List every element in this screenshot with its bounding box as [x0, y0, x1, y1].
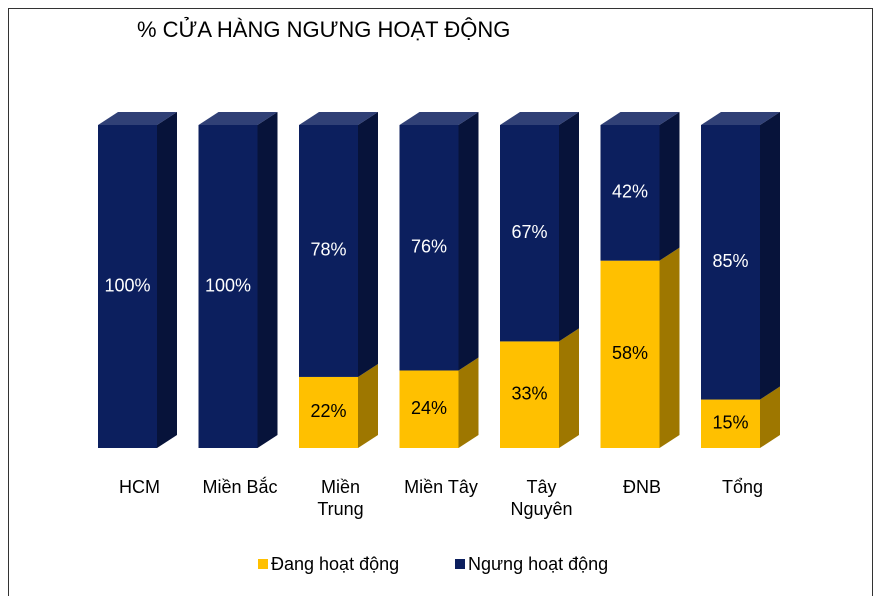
bar — [399, 125, 459, 371]
data-label: 67% — [511, 222, 547, 242]
legend-label: Ngưng hoạt động — [468, 554, 608, 574]
bar — [98, 125, 157, 448]
data-label: 78% — [310, 240, 346, 260]
data-label: 22% — [310, 401, 346, 421]
data-label: 33% — [511, 383, 547, 403]
data-label: 24% — [411, 398, 447, 418]
bar-top — [98, 112, 177, 125]
bar-side — [760, 386, 780, 448]
bar-top — [701, 112, 780, 125]
bar — [701, 399, 760, 448]
bar-side — [659, 247, 680, 448]
bar — [399, 370, 459, 448]
bar — [500, 341, 559, 448]
bar-side — [157, 112, 177, 448]
x-tick-label: Tây Nguyên — [510, 477, 573, 519]
data-label: 58% — [612, 343, 648, 363]
legend-label: Đang hoạt động — [271, 554, 399, 574]
data-label: 100% — [205, 275, 251, 295]
bar-side — [257, 112, 278, 448]
data-label: 76% — [411, 236, 447, 256]
bar — [299, 376, 358, 448]
bar-top — [500, 112, 579, 125]
data-label: 85% — [712, 251, 748, 271]
bar-top — [198, 112, 278, 125]
bar — [600, 260, 660, 448]
data-label: 100% — [104, 275, 150, 295]
x-tick-label: HCM — [119, 477, 160, 497]
bar-side — [760, 112, 780, 400]
bar-side — [458, 112, 479, 371]
bar-side — [458, 357, 479, 448]
x-tick-label: Miền Tây — [404, 477, 478, 497]
legend-swatch — [258, 559, 268, 569]
x-tick-label: Miền Bắc — [202, 477, 278, 497]
data-label: 42% — [612, 182, 648, 202]
bar — [600, 125, 660, 261]
bar-side — [358, 112, 378, 377]
x-tick-label: Miền Trung — [317, 477, 364, 519]
legend-swatch — [455, 559, 465, 569]
bar — [500, 125, 559, 342]
bar-side — [659, 112, 680, 261]
bar-top — [399, 112, 479, 125]
data-label: 15% — [712, 413, 748, 433]
x-tick-label: ĐNB — [622, 477, 661, 497]
bar — [701, 125, 760, 400]
bar — [299, 125, 358, 377]
bar-side — [559, 328, 579, 448]
chart-title: % CỬA HÀNG NGƯNG HOẠT ĐỘNG — [137, 17, 510, 42]
x-tick-label: Tổng — [721, 477, 764, 497]
bar-side — [559, 112, 579, 342]
bar-top — [600, 112, 680, 125]
bar-top — [299, 112, 378, 125]
bar — [198, 125, 258, 448]
bar-side — [358, 363, 378, 448]
